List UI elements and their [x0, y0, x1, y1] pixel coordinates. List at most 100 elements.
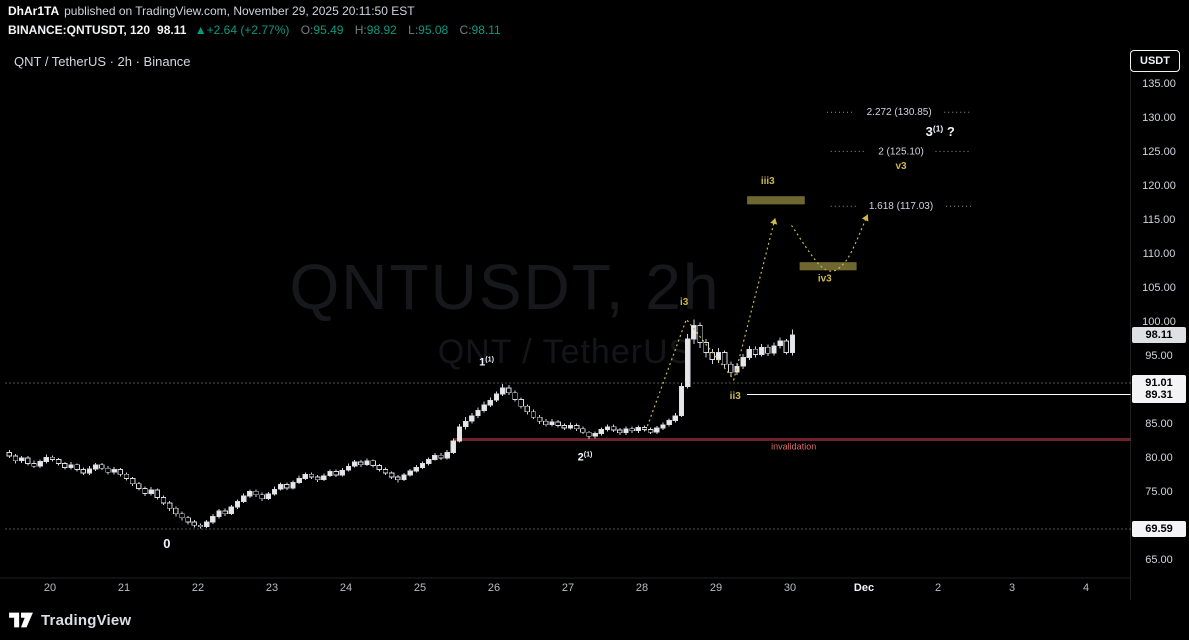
price-tick: 80.00 — [1145, 452, 1173, 464]
price-tick: 95.00 — [1145, 350, 1173, 362]
candle — [277, 482, 284, 491]
candle — [592, 431, 598, 439]
candle — [43, 454, 49, 464]
wave-label: 0 — [163, 536, 170, 551]
candle — [777, 337, 783, 349]
candle — [598, 427, 604, 436]
price-tick: 110.00 — [1142, 248, 1176, 260]
candle — [623, 426, 629, 435]
fib-level-label: 2 (125.10) — [878, 146, 924, 157]
candle — [512, 390, 518, 402]
candle — [210, 513, 216, 524]
time-tick: 30 — [783, 582, 797, 594]
price-badge: 89.31 — [1132, 386, 1186, 403]
candle — [364, 458, 370, 467]
candle — [586, 430, 592, 439]
candle — [543, 419, 549, 427]
candle — [697, 322, 703, 348]
candle — [752, 346, 759, 358]
candle — [179, 511, 185, 521]
candle — [111, 466, 117, 475]
candle — [296, 475, 302, 484]
open-value: 95.49 — [313, 23, 344, 37]
candle — [536, 415, 543, 424]
candle — [654, 426, 660, 435]
candle — [327, 469, 333, 478]
candle — [580, 426, 586, 435]
candle — [25, 455, 31, 466]
candle — [530, 409, 537, 420]
candle — [475, 407, 481, 418]
candle — [499, 383, 506, 397]
candle — [31, 460, 37, 469]
candle — [351, 460, 358, 468]
candle — [240, 493, 247, 503]
candle — [425, 457, 432, 466]
price-tick: 100.00 — [1142, 316, 1176, 328]
candle — [259, 492, 265, 501]
time-tick: 21 — [117, 582, 131, 594]
watermark-description: QNT / TetherUS — [437, 333, 693, 371]
time-tick: 29 — [709, 582, 723, 594]
fib-level-label: 2.272 (130.85) — [867, 107, 932, 118]
wave-label: 2(1) — [578, 451, 593, 464]
candle — [561, 423, 567, 431]
symbol-name: BINANCE:QNTUSDT, 120 — [8, 23, 151, 37]
candle — [160, 495, 167, 505]
candle — [339, 468, 345, 477]
low-value: 95.08 — [418, 23, 449, 37]
candle — [493, 391, 500, 403]
candle — [691, 319, 697, 344]
candle — [617, 428, 623, 435]
wave-label: iv3 — [818, 273, 832, 284]
candle — [678, 383, 685, 418]
time-tick: 2 — [934, 582, 942, 594]
candle — [438, 453, 444, 461]
candle — [265, 492, 271, 501]
candle — [345, 463, 352, 472]
time-tick: 20 — [43, 582, 57, 594]
candle — [432, 453, 438, 461]
candle — [703, 339, 709, 358]
currency-toggle-button[interactable]: USDT — [1130, 50, 1180, 72]
candle — [129, 477, 136, 486]
candle — [413, 464, 419, 473]
author-name: DhAr1TA — [8, 4, 60, 18]
time-tick: 26 — [487, 582, 501, 594]
price-tick: 120.00 — [1142, 180, 1176, 192]
close-value: 98.11 — [471, 23, 501, 37]
candle — [370, 459, 376, 468]
candle — [154, 488, 160, 500]
low-label: L: — [408, 23, 419, 37]
price-tick: 65.00 — [1145, 554, 1173, 566]
candle — [166, 500, 173, 512]
candle — [308, 472, 315, 480]
candle — [758, 343, 765, 357]
price-tick: 75.00 — [1145, 486, 1173, 498]
tradingview-wordmark[interactable]: TradingView — [41, 611, 132, 629]
price-tick: 135.00 — [1142, 78, 1176, 90]
candle — [789, 329, 796, 356]
tradingview-logo-icon[interactable] — [8, 609, 34, 631]
candle — [728, 361, 734, 378]
wave-label: iii3 — [761, 176, 775, 187]
candle — [567, 422, 574, 430]
candle — [92, 462, 99, 471]
fib-level-label: 1.618 (117.03) — [869, 201, 933, 212]
wave-label: 3(1) ? — [926, 124, 955, 140]
candle — [68, 462, 74, 470]
wave-label: v3 — [895, 161, 907, 172]
candle — [376, 464, 382, 472]
footer: TradingView — [0, 600, 1189, 640]
candle — [173, 506, 179, 517]
price-change: +2.64 (+2.77%) — [206, 23, 290, 37]
candle — [228, 504, 234, 516]
candle — [506, 385, 512, 395]
candle — [321, 473, 327, 482]
candle — [721, 350, 728, 369]
candle — [191, 519, 197, 528]
invalidation-label: invalidation — [771, 442, 816, 452]
